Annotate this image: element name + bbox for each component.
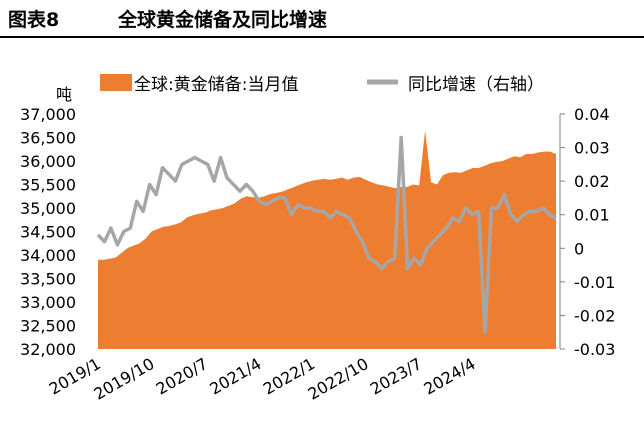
left-tick-label: 36,000 bbox=[20, 152, 76, 171]
right-tick-label: 0.01 bbox=[574, 206, 610, 225]
gold-reserve-area bbox=[98, 130, 556, 349]
figure-label: 图表8 bbox=[8, 9, 60, 31]
left-tick-label: 36,500 bbox=[20, 129, 76, 148]
left-tick-label: 33,000 bbox=[20, 293, 76, 312]
legend-line-label: 同比增速（右轴） bbox=[408, 75, 544, 95]
x-tick-label: 2024/4 bbox=[420, 354, 478, 399]
right-tick-label: 0.03 bbox=[574, 139, 610, 158]
left-tick-label: 32,000 bbox=[20, 340, 76, 359]
x-tick-label: 2020/7 bbox=[153, 354, 211, 399]
right-tick-label: -0.02 bbox=[574, 306, 615, 325]
left-tick-label: 35,500 bbox=[20, 176, 76, 195]
x-tick-label: 2019/10 bbox=[90, 354, 157, 404]
right-tick-label: 0 bbox=[574, 239, 584, 258]
left-tick-label: 34,500 bbox=[20, 223, 76, 242]
x-tick-label: 2022/10 bbox=[305, 354, 372, 404]
figure-header: 图表8 全球黄金储备及同比增速 bbox=[0, 0, 644, 38]
yoy-growth-line bbox=[96, 135, 557, 334]
chart-title: 全球黄金储备及同比增速 bbox=[118, 9, 328, 31]
x-tick-label: 2021/4 bbox=[206, 354, 264, 399]
left-tick-label: 37,000 bbox=[20, 105, 76, 124]
right-tick-label: -0.01 bbox=[574, 273, 615, 292]
left-tick-label: 32,500 bbox=[20, 317, 76, 336]
legend-area-swatch bbox=[100, 74, 132, 91]
left-axis-unit: 吨 bbox=[56, 85, 72, 104]
header-rule bbox=[0, 36, 644, 38]
right-tick-label: 0.02 bbox=[574, 172, 610, 191]
left-tick-label: 34,000 bbox=[20, 246, 76, 265]
x-tick-label: 2023/7 bbox=[367, 354, 425, 399]
right-tick-label: -0.03 bbox=[574, 340, 615, 359]
left-tick-label: 35,000 bbox=[20, 199, 76, 218]
left-tick-label: 33,500 bbox=[20, 270, 76, 289]
legend-area-label: 全球:黄金储备:当月值 bbox=[134, 75, 298, 95]
right-tick-label: 0.04 bbox=[574, 105, 610, 124]
